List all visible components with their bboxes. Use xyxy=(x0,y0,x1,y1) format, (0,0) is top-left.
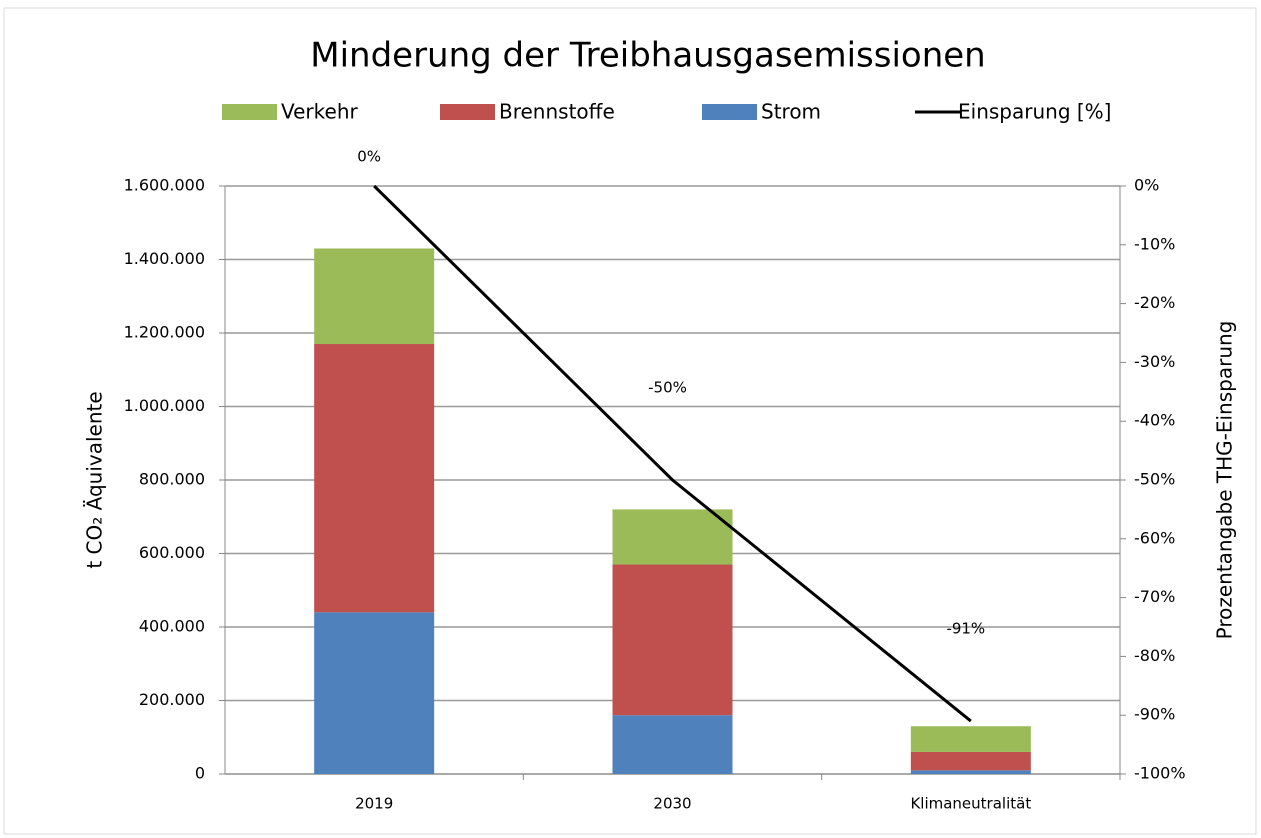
y-tick-label: 1.000.000 xyxy=(124,396,205,415)
legend-label: Brennstoffe xyxy=(499,100,615,124)
bar-segment xyxy=(612,509,733,565)
y2-tick-label: -20% xyxy=(1134,293,1175,312)
bar-segment xyxy=(314,612,435,774)
chart-title: Minderung der Treibhausgasemissionen xyxy=(310,36,985,76)
y-tick-label: 1.600.000 xyxy=(124,176,205,195)
legend-swatch xyxy=(702,104,757,120)
y-tick-label: 0 xyxy=(195,764,205,783)
bar-segment xyxy=(910,726,1031,752)
y2-tick-label: -100% xyxy=(1134,764,1186,783)
x-tick-label: Klimaneutralität xyxy=(910,795,1031,813)
y-tick-label: 1.400.000 xyxy=(124,249,205,268)
x-tick-label: 2030 xyxy=(653,795,691,813)
y-tick-label: 800.000 xyxy=(139,470,205,489)
bar-segment xyxy=(612,715,733,774)
bar-segment xyxy=(910,770,1031,774)
y2-axis-title: Prozentangabe THG-Einsparung xyxy=(1213,321,1237,640)
bar-segment xyxy=(314,344,435,613)
line xyxy=(373,184,972,723)
y2-tick-label: -10% xyxy=(1134,234,1175,253)
data-label: 0% xyxy=(357,148,381,166)
y-axis-title: t CO₂ Äquivalente xyxy=(83,391,107,568)
y2-tick-label: -50% xyxy=(1134,470,1175,489)
legend-label: Einsparung [%] xyxy=(958,100,1111,124)
legend-swatch xyxy=(222,104,277,120)
legend-label: Verkehr xyxy=(281,100,359,124)
y2-tick-label: -60% xyxy=(1134,528,1175,547)
bar-segment xyxy=(910,751,1031,771)
bar-segment xyxy=(314,248,435,345)
y-tick-label: 1.200.000 xyxy=(124,323,205,342)
y2-tick-label: -90% xyxy=(1134,705,1175,724)
y-tick-label: 400.000 xyxy=(139,617,205,636)
x-tick-label: 2019 xyxy=(355,795,393,813)
y2-tick-label: -40% xyxy=(1134,411,1175,430)
y-tick-label: 600.000 xyxy=(139,543,205,562)
data-label: -50% xyxy=(648,379,687,397)
y2-tick-label: -80% xyxy=(1134,646,1175,665)
y2-tick-label: -70% xyxy=(1134,587,1175,606)
bar-segment xyxy=(612,564,733,716)
legend-label: Strom xyxy=(761,100,821,124)
legend-swatch xyxy=(440,104,495,120)
y2-tick-label: 0% xyxy=(1134,176,1159,195)
y-tick-label: 200.000 xyxy=(139,690,205,709)
y2-tick-label: -30% xyxy=(1134,352,1175,371)
data-label: -91% xyxy=(946,620,985,638)
